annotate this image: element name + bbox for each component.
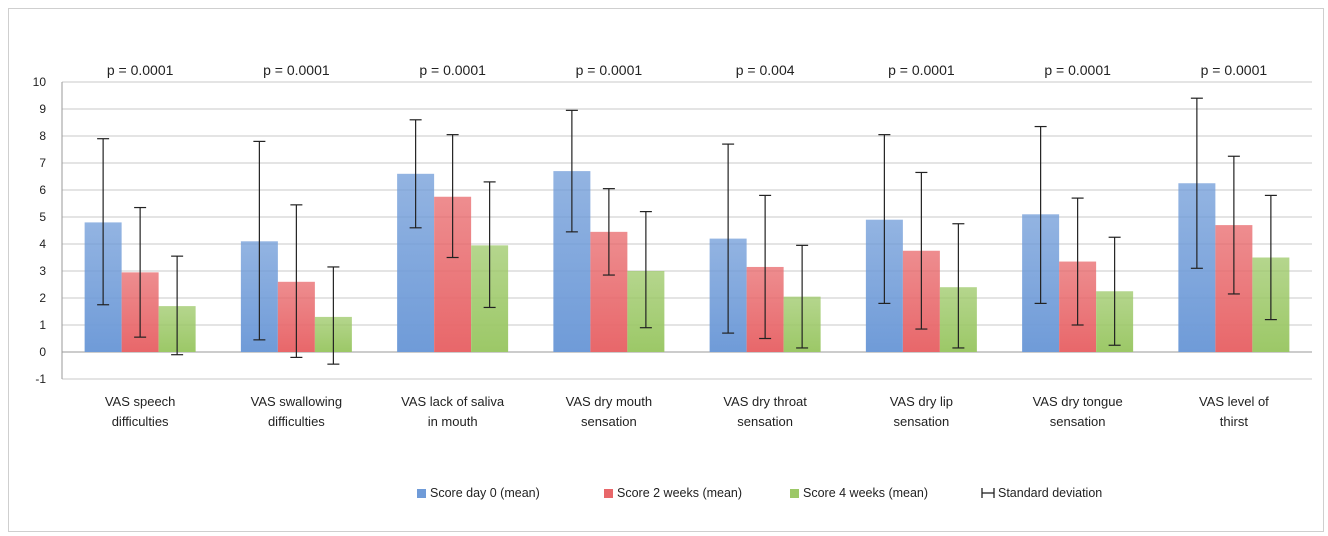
- y-tick-label: -1: [35, 372, 46, 386]
- p-value-label: p = 0.0001: [888, 62, 955, 78]
- category-label: VAS dry tongue: [1033, 394, 1123, 409]
- y-tick-label: 6: [39, 183, 46, 197]
- legend-label: Score day 0 (mean): [430, 486, 540, 500]
- category-label: VAS dry throat: [723, 394, 807, 409]
- category-label: VAS speech: [105, 394, 176, 409]
- category-label: difficulties: [268, 414, 325, 429]
- p-value-label: p = 0.0001: [263, 62, 330, 78]
- p-value-label: p = 0.0001: [1044, 62, 1111, 78]
- y-tick-label: 8: [39, 129, 46, 143]
- category-label: in mouth: [428, 414, 478, 429]
- category-label: VAS dry lip: [890, 394, 953, 409]
- legend-swatch: [790, 489, 799, 498]
- y-tick-label: 0: [39, 345, 46, 359]
- category-label: VAS level of: [1199, 394, 1269, 409]
- y-tick-label: 1: [39, 318, 46, 332]
- category-label: thirst: [1220, 414, 1249, 429]
- category-label: sensation: [737, 414, 793, 429]
- category-label: sensation: [894, 414, 950, 429]
- p-value-label: p = 0.0001: [419, 62, 486, 78]
- p-value-label: p = 0.004: [736, 62, 795, 78]
- legend-swatch: [417, 489, 426, 498]
- y-tick-label: 4: [39, 237, 46, 251]
- y-tick-label: 10: [33, 75, 47, 89]
- category-label: VAS dry mouth: [566, 394, 652, 409]
- category-label: VAS lack of saliva: [401, 394, 505, 409]
- y-tick-label: 2: [39, 291, 46, 305]
- legend-label: Score 2 weeks (mean): [617, 486, 742, 500]
- p-value-label: p = 0.0001: [107, 62, 174, 78]
- category-label: difficulties: [112, 414, 169, 429]
- y-tick-label: 3: [39, 264, 46, 278]
- category-label: sensation: [1050, 414, 1106, 429]
- y-tick-label: 9: [39, 102, 46, 116]
- legend-label: Standard deviation: [998, 486, 1102, 500]
- p-value-label: p = 0.0001: [1201, 62, 1268, 78]
- chart-frame: [8, 8, 1324, 532]
- y-tick-label: 5: [39, 210, 46, 224]
- legend-label: Score 4 weeks (mean): [803, 486, 928, 500]
- p-value-label: p = 0.0001: [576, 62, 643, 78]
- legend-swatch: [604, 489, 613, 498]
- y-tick-label: 7: [39, 156, 46, 170]
- category-label: sensation: [581, 414, 637, 429]
- category-label: VAS swallowing: [251, 394, 343, 409]
